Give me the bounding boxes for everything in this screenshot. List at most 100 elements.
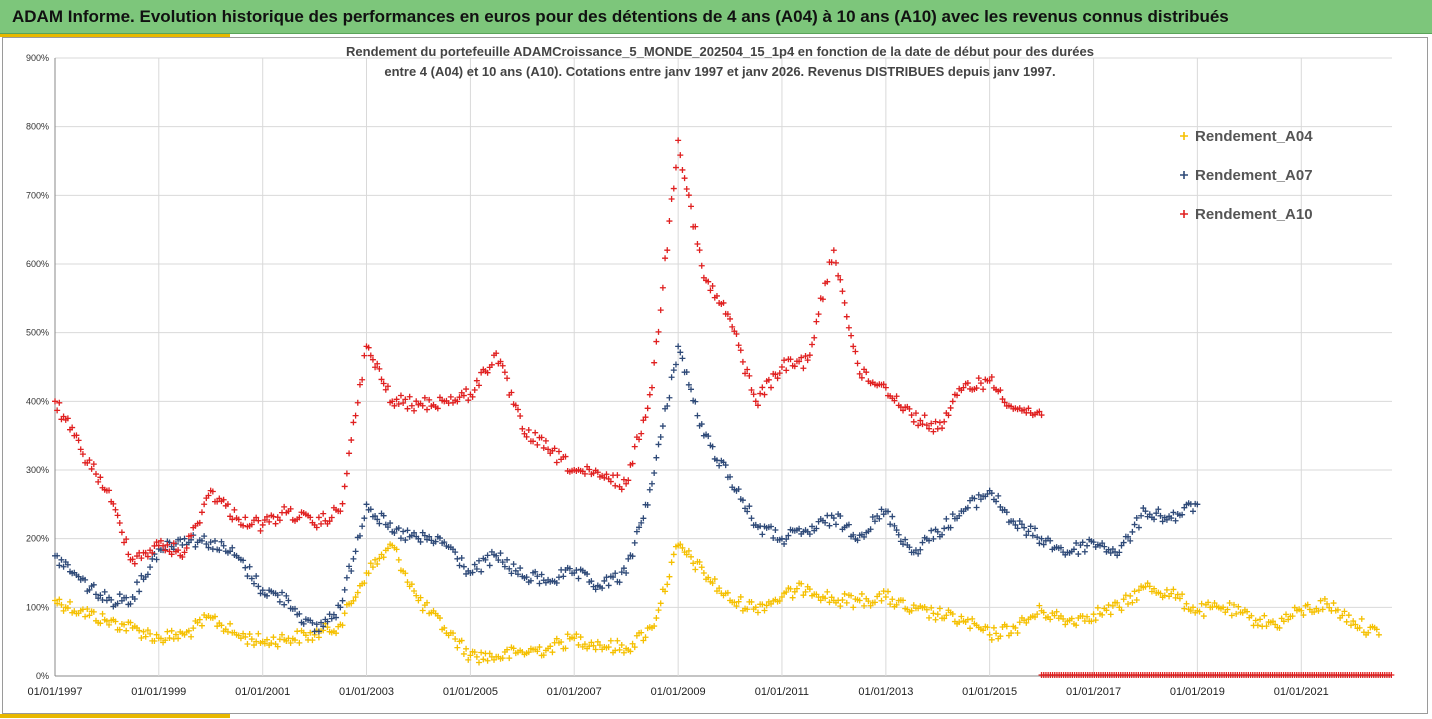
data-point: [1198, 600, 1205, 607]
data-point: [644, 405, 651, 412]
data-point: [638, 430, 645, 437]
data-point: [118, 597, 125, 604]
data-point: [112, 618, 119, 625]
data-point: [279, 631, 286, 638]
data-point: [110, 500, 117, 507]
data-point: [281, 503, 288, 510]
data-point: [216, 547, 223, 554]
data-point: [629, 640, 636, 647]
data-point: [465, 656, 472, 663]
data-point: [372, 556, 379, 563]
data-point: [806, 531, 813, 538]
data-point: [144, 571, 151, 578]
data-point: [986, 631, 993, 638]
data-point: [614, 637, 621, 644]
data-point: [631, 644, 638, 651]
data-point: [910, 602, 917, 609]
data-point: [675, 343, 682, 350]
data-point: [885, 508, 892, 515]
data-point: [116, 519, 123, 526]
data-point: [501, 369, 508, 376]
data-point: [380, 512, 387, 519]
data-point: [1057, 612, 1064, 619]
data-point: [497, 550, 504, 557]
data-point: [666, 218, 673, 225]
data-point: [540, 652, 547, 659]
data-point: [843, 313, 850, 320]
data-point: [142, 549, 149, 556]
data-point: [742, 370, 749, 377]
data-point: [1228, 612, 1235, 619]
data-point: [876, 515, 883, 522]
data-point: [92, 471, 99, 478]
data-point: [419, 402, 426, 409]
data-point: [264, 636, 271, 643]
data-point: [941, 615, 948, 622]
data-point: [791, 588, 798, 595]
data-point: [936, 605, 943, 612]
data-point: [698, 421, 705, 428]
data-point: [908, 607, 915, 614]
data-point: [1105, 602, 1112, 609]
data-point: [378, 376, 385, 383]
x-tick-label: 01/01/2003: [339, 686, 394, 698]
data-point: [727, 315, 734, 322]
data-point: [393, 396, 400, 403]
data-point: [374, 561, 381, 568]
x-tick-label: 01/01/2017: [1066, 686, 1121, 698]
data-point: [1016, 517, 1023, 524]
data-point: [56, 399, 63, 406]
data-point: [906, 405, 913, 412]
data-point: [181, 549, 188, 556]
data-point: [679, 544, 686, 551]
data-point: [1040, 541, 1047, 548]
data-point: [941, 525, 948, 532]
data-point: [889, 513, 896, 520]
data-point: [324, 618, 331, 625]
data-point: [936, 419, 943, 426]
data-point: [696, 247, 703, 254]
data-point: [666, 573, 673, 580]
data-point: [1373, 626, 1380, 633]
data-point: [750, 391, 757, 398]
data-point: [688, 386, 695, 393]
data-point: [532, 429, 539, 436]
data-point: [471, 649, 478, 656]
data-point: [670, 367, 677, 374]
data-point: [921, 412, 928, 419]
data-point: [930, 428, 937, 435]
data-point: [244, 641, 251, 648]
data-point: [705, 574, 712, 581]
data-point: [1348, 622, 1355, 629]
data-point: [1084, 542, 1091, 549]
data-point: [1168, 515, 1175, 522]
data-point: [932, 616, 939, 623]
data-point: [735, 486, 742, 493]
data-point: [54, 407, 61, 414]
data-point: [473, 653, 480, 660]
data-point: [776, 597, 783, 604]
data-point: [692, 398, 699, 405]
data-point: [359, 523, 366, 530]
data-point: [716, 585, 723, 592]
data-point: [1129, 528, 1136, 535]
data-point: [861, 602, 868, 609]
data-point: [508, 389, 515, 396]
data-point: [672, 164, 679, 171]
data-point: [692, 566, 699, 573]
data-point: [123, 594, 130, 601]
data-point: [815, 311, 822, 318]
data-point: [415, 535, 422, 542]
data-point: [131, 560, 138, 567]
data-point: [662, 588, 669, 595]
data-point: [668, 374, 675, 381]
data-point: [346, 450, 353, 457]
data-point: [343, 470, 350, 477]
data-point: [984, 490, 991, 497]
data-point: [1120, 596, 1127, 603]
data-point: [175, 635, 182, 642]
data-point: [242, 514, 249, 521]
data-point: [616, 579, 623, 586]
data-point: [783, 588, 790, 595]
data-point: [867, 526, 874, 533]
